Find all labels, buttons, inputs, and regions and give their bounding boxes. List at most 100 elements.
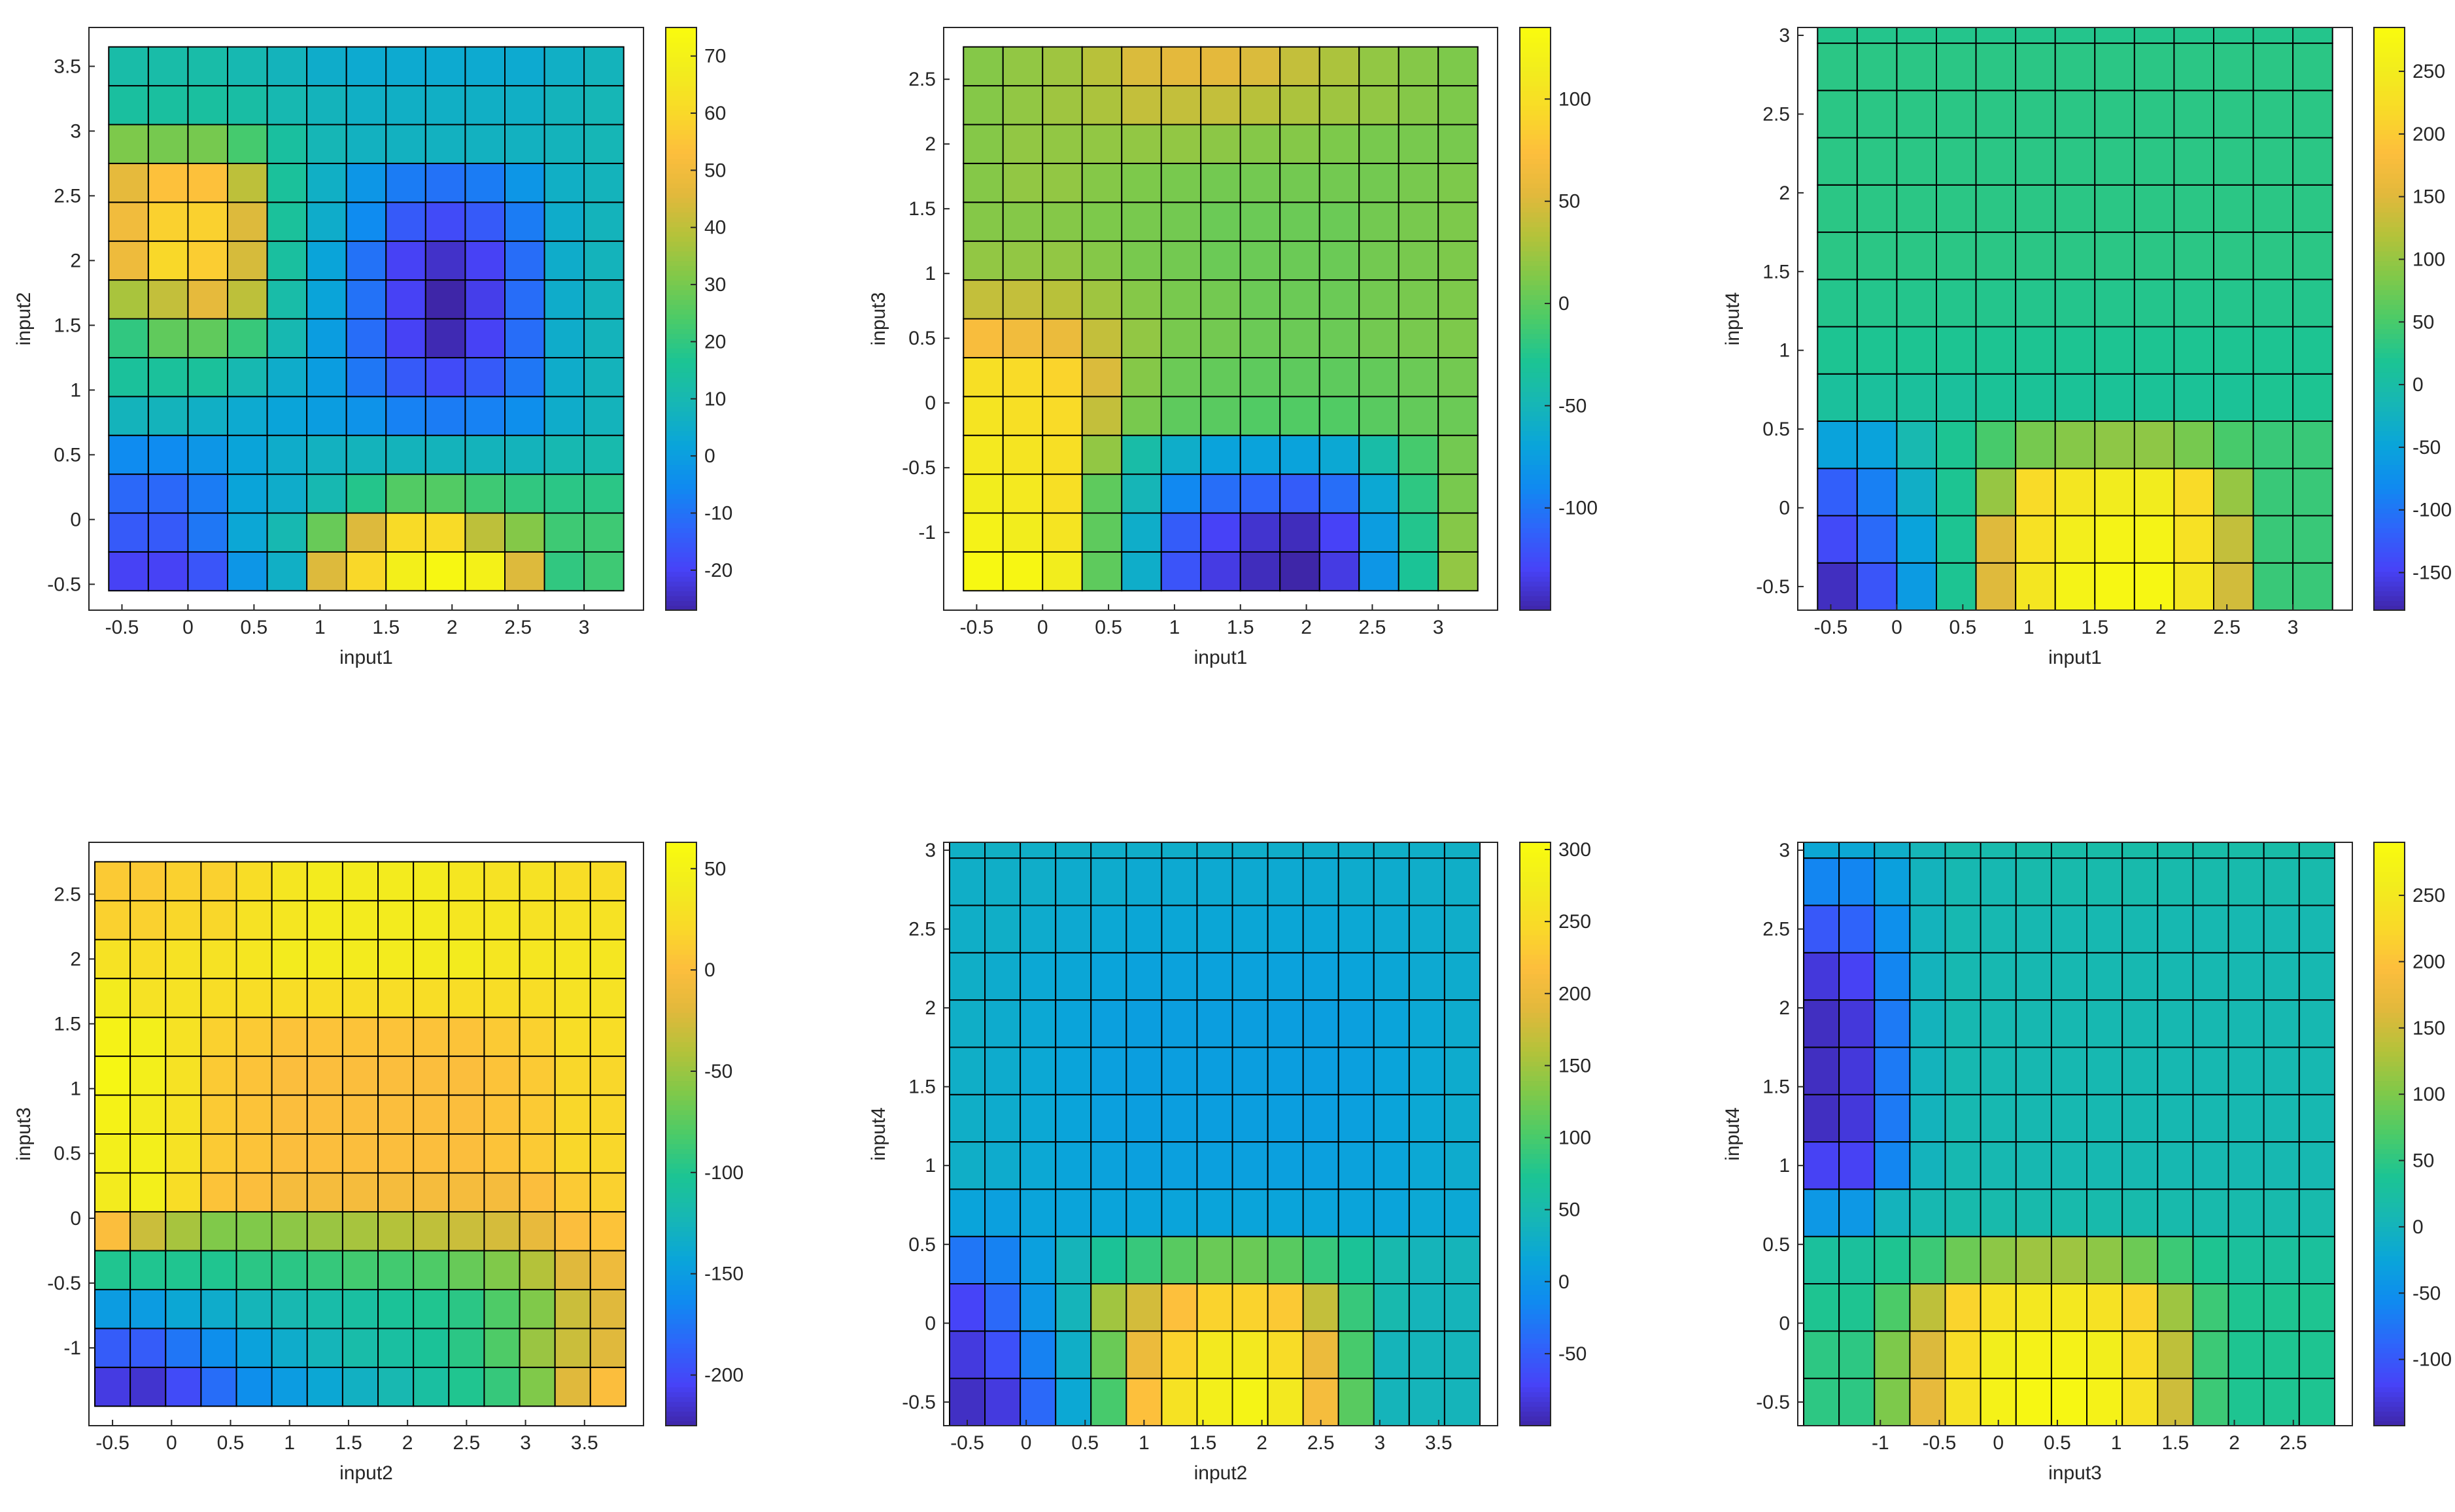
colorbar-segment bbox=[2374, 338, 2405, 344]
colorbar-segment bbox=[666, 348, 696, 354]
colorbar-segment bbox=[1520, 241, 1551, 247]
heatmap-cell bbox=[1856, 373, 1898, 422]
colorbar-segment bbox=[1520, 600, 1551, 606]
heatmap-cell bbox=[1042, 318, 1083, 358]
heatmap-cell bbox=[2133, 279, 2175, 328]
heatmap-cell bbox=[2192, 1093, 2229, 1143]
colorbar-segment bbox=[666, 959, 696, 965]
colorbar-segment bbox=[666, 314, 696, 320]
heatmap-cell bbox=[2292, 27, 2333, 44]
x-axis-label: input3 bbox=[2048, 1462, 2102, 1484]
heatmap-cell bbox=[1081, 279, 1123, 320]
colorbar-segment bbox=[2374, 954, 2405, 960]
heatmap-cell bbox=[2015, 999, 2052, 1048]
heatmap-cell bbox=[1279, 85, 1320, 126]
heatmap-cell bbox=[377, 1211, 415, 1252]
heatmap-cell bbox=[1160, 201, 1202, 242]
heatmap-cell bbox=[1161, 1046, 1198, 1095]
colorbar-segment bbox=[2374, 969, 2405, 974]
heatmap-cell bbox=[1408, 1188, 1445, 1237]
heatmap-cell bbox=[1398, 162, 1439, 203]
colorbar-segment bbox=[666, 1027, 696, 1033]
colorbar-segment bbox=[2374, 1372, 2405, 1378]
x-tick-label: 3.5 bbox=[571, 1432, 598, 1454]
colorbar-segment bbox=[2374, 120, 2405, 126]
heatmap-cell bbox=[1975, 421, 2017, 470]
heatmap-cell bbox=[2015, 1235, 2052, 1285]
heatmap-cell bbox=[2015, 515, 2056, 564]
heatmap-cell bbox=[345, 551, 387, 592]
heatmap-cell bbox=[266, 46, 308, 87]
colorbar-segment bbox=[1520, 71, 1551, 77]
heatmap-cell bbox=[1318, 46, 1360, 87]
colorbar-tick-label: 50 bbox=[704, 858, 726, 880]
colorbar-segment bbox=[666, 197, 696, 203]
heatmap-cell bbox=[1239, 356, 1281, 398]
heatmap-cell bbox=[94, 1211, 131, 1252]
colorbar-segment bbox=[666, 401, 696, 407]
heatmap-cell bbox=[345, 124, 387, 164]
colorbar-segment bbox=[2374, 377, 2405, 383]
heatmap-cell bbox=[1980, 1141, 2017, 1190]
colorbar-segment bbox=[2374, 1333, 2405, 1339]
heatmap-cell bbox=[1909, 1093, 1946, 1143]
heatmap-cell bbox=[519, 1211, 556, 1252]
heatmap-cell bbox=[589, 861, 627, 902]
colorbar-segment bbox=[2374, 1051, 2405, 1057]
colorbar-segment bbox=[1520, 1046, 1551, 1052]
colorbar-segment bbox=[1520, 1231, 1551, 1237]
heatmap-cell bbox=[1196, 999, 1233, 1048]
heatmap-cell bbox=[1200, 473, 1241, 514]
colorbar-segment bbox=[666, 124, 696, 130]
heatmap-cell bbox=[129, 1250, 167, 1290]
heatmap-cell bbox=[200, 1211, 237, 1252]
colorbar-segment bbox=[666, 1168, 696, 1174]
x-tick-label: 3 bbox=[2288, 617, 2299, 638]
heatmap-cell bbox=[1267, 857, 1304, 906]
colorbar-tick-label: 0 bbox=[2412, 374, 2424, 396]
heatmap-cell bbox=[94, 978, 131, 1018]
colorbar-segment bbox=[1520, 842, 1551, 848]
heatmap-cell bbox=[1838, 1046, 1876, 1095]
heatmap-cell bbox=[2094, 27, 2135, 44]
colorbar-segment bbox=[1520, 508, 1551, 514]
heatmap-cell bbox=[519, 861, 556, 902]
colorbar-segment bbox=[666, 1343, 696, 1349]
colorbar-segment bbox=[666, 1396, 696, 1402]
colorbar-segment bbox=[666, 372, 696, 378]
heatmap-cell bbox=[200, 1056, 237, 1096]
heatmap-cell bbox=[1279, 240, 1320, 281]
colorbar-segment bbox=[666, 1377, 696, 1383]
heatmap-cell bbox=[1856, 43, 1898, 92]
colorbar-segment bbox=[666, 435, 696, 441]
colorbar-segment bbox=[666, 1046, 696, 1052]
colorbar-segment bbox=[1520, 236, 1551, 242]
colorbar-segment bbox=[666, 969, 696, 974]
colorbar-segment bbox=[666, 1173, 696, 1178]
colorbar-tick-label: -150 bbox=[2412, 562, 2452, 584]
colorbar-segment bbox=[2374, 498, 2405, 504]
colorbar-segment bbox=[2374, 1197, 2405, 1203]
colorbar-segment bbox=[666, 158, 696, 164]
heatmap-cell bbox=[543, 201, 585, 242]
colorbar-segment bbox=[666, 46, 696, 52]
heatmap-cell bbox=[519, 1056, 556, 1096]
heatmap-cell bbox=[2086, 1093, 2123, 1143]
colorbar-segment bbox=[666, 919, 696, 926]
colorbar-tick-label: -50 bbox=[2412, 437, 2441, 458]
heatmap-cell bbox=[543, 434, 585, 475]
heatmap-cell bbox=[377, 1094, 415, 1135]
heatmap-cell bbox=[2015, 1093, 2052, 1143]
heatmap-cell bbox=[984, 1283, 1021, 1332]
heatmap-cell bbox=[2173, 515, 2214, 564]
heatmap-cell bbox=[200, 1094, 237, 1135]
colorbar-segment bbox=[1520, 469, 1551, 475]
colorbar-segment bbox=[2374, 1386, 2405, 1392]
heatmap-cell bbox=[187, 46, 228, 87]
colorbar-segment bbox=[2374, 513, 2405, 519]
colorbar-segment bbox=[2374, 1270, 2405, 1276]
heatmap-cell bbox=[377, 1250, 415, 1290]
colorbar-segment bbox=[666, 425, 696, 432]
heatmap-cell bbox=[306, 1288, 343, 1330]
heatmap-cell bbox=[306, 1250, 343, 1290]
